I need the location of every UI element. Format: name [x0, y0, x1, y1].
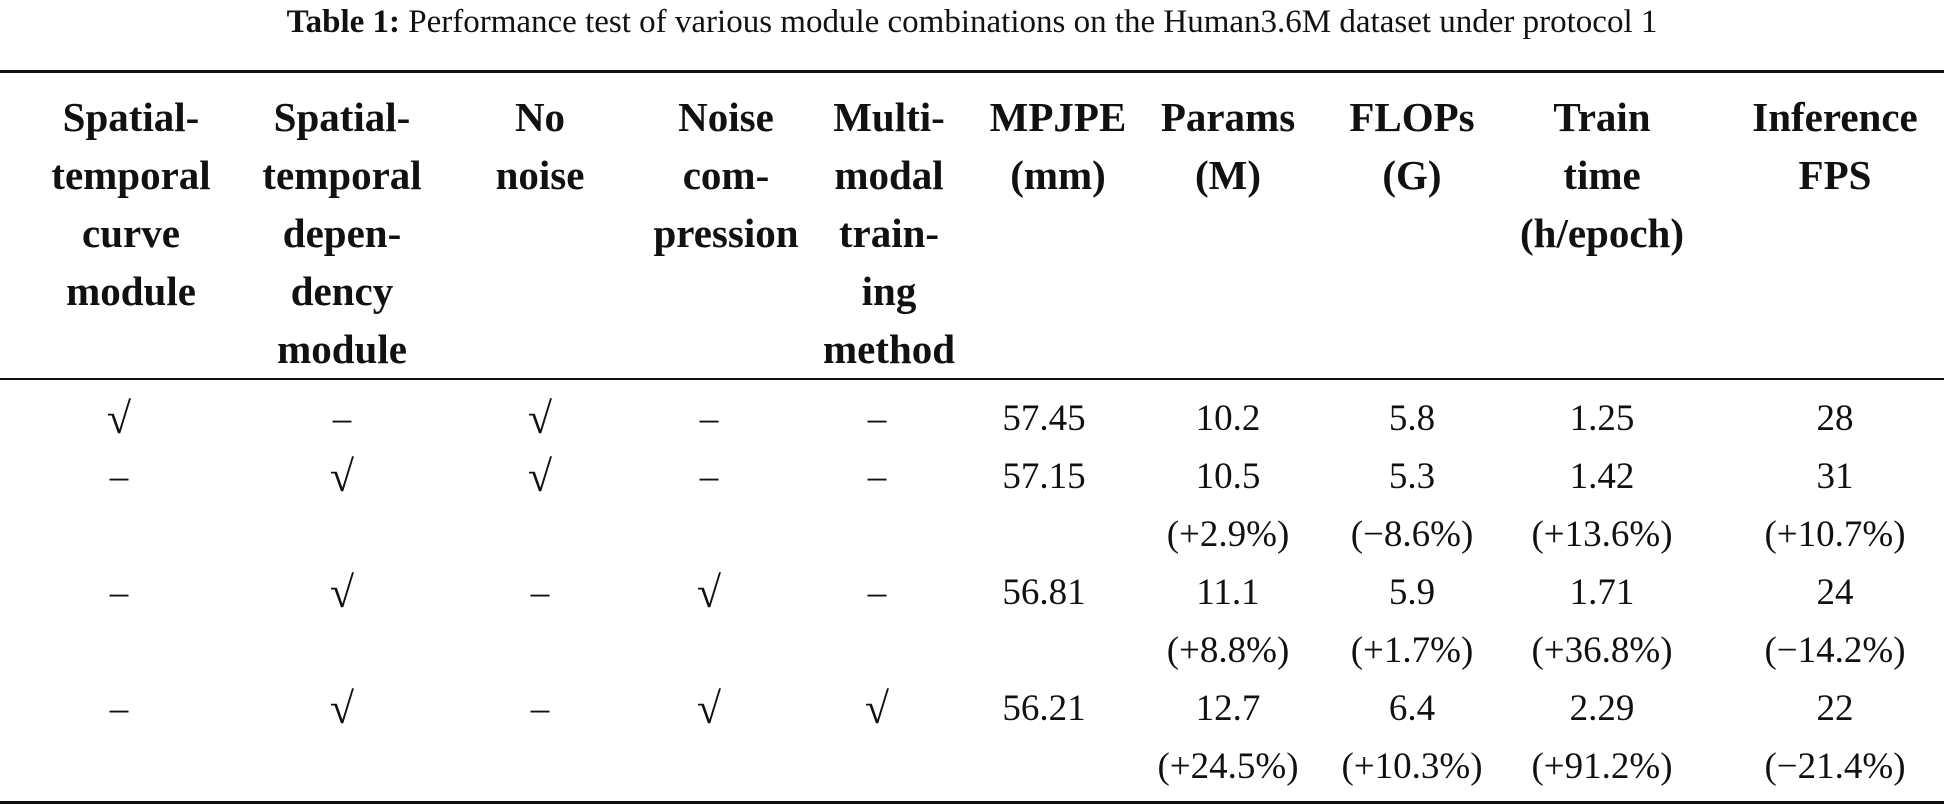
row4-noise-compression-check-icon: √ [696, 684, 722, 733]
row2-train-time-change: (+13.6%) [1531, 514, 1673, 555]
header-train-time: Train time (h/epoch) [1520, 94, 1684, 256]
row1-flops: 5.8 [1388, 398, 1436, 439]
table-header-rule [0, 378, 1944, 380]
row3-noise-compression-check-icon: √ [696, 568, 722, 617]
row3-params: 11.1 [1196, 572, 1260, 613]
row4-params-change: (+24.5%) [1157, 746, 1299, 787]
header-no-noise: No noise [495, 94, 585, 198]
row1-no-noise-check-icon: √ [527, 394, 553, 443]
row4-spatial-temporal-dependency-check-icon: √ [329, 684, 355, 733]
header-mpjpe: MPJPE (mm) [989, 94, 1127, 198]
caption-label: Table 1: [286, 4, 400, 40]
caption-text: Performance test of various module combi… [408, 4, 1658, 40]
row1-spatial-temporal-curve-check-icon: √ [106, 394, 132, 443]
header-multimodal-training-method: Multi- modal train- ing method [822, 94, 956, 372]
row4-inference-fps: 22 [1816, 688, 1854, 729]
row2-no-noise-check-icon: √ [527, 452, 553, 501]
row2-train-time: 1.42 [1569, 456, 1635, 497]
table-caption: Table 1: Performance test of various mod… [0, 2, 1944, 42]
row1-mpjpe: 57.45 [1002, 398, 1086, 439]
row1-noise-compression: – [699, 398, 719, 439]
table-header: Spatial- temporal curve module Spatial- … [0, 73, 1944, 378]
row3-train-time-change: (+36.8%) [1531, 630, 1673, 671]
row2-flops-change: (−8.6%) [1350, 514, 1474, 555]
row2-inference-fps-change: (+10.7%) [1764, 514, 1906, 555]
row3-no-noise: – [530, 572, 550, 613]
row2-inference-fps: 31 [1816, 456, 1854, 497]
table-body: √ – √ – – 57.45 10.2 5.8 1.25 28 – √ √ –… [0, 380, 1944, 801]
header-spatial-temporal-curve-module: Spatial- temporal curve module [51, 94, 211, 314]
row2-noise-compression: – [699, 456, 719, 497]
row3-multimodal-training: – [867, 572, 887, 613]
row3-mpjpe: 56.81 [1002, 572, 1086, 613]
row3-spatial-temporal-dependency-check-icon: √ [329, 568, 355, 617]
row3-flops-change: (+1.7%) [1350, 630, 1474, 671]
row3-train-time: 1.71 [1569, 572, 1635, 613]
row4-flops: 6.4 [1388, 688, 1436, 729]
header-inference-fps: Inference FPS [1752, 94, 1918, 198]
row2-params: 10.5 [1195, 456, 1261, 497]
row2-multimodal-training: – [867, 456, 887, 497]
row2-spatial-temporal-curve: – [109, 456, 129, 497]
table-bottom-rule [0, 801, 1944, 804]
row2-flops: 5.3 [1388, 456, 1436, 497]
header-spatial-temporal-dependency-module: Spatial- temporal depen- dency module [262, 94, 422, 372]
row4-multimodal-training-check-icon: √ [864, 684, 890, 733]
header-params: Params (M) [1160, 94, 1296, 198]
row4-mpjpe: 56.21 [1002, 688, 1086, 729]
row1-params: 10.2 [1195, 398, 1261, 439]
row1-train-time: 1.25 [1569, 398, 1635, 439]
row4-no-noise: – [530, 688, 550, 729]
row1-inference-fps: 28 [1816, 398, 1854, 439]
row2-mpjpe: 57.15 [1002, 456, 1086, 497]
row3-inference-fps-change: (−14.2%) [1764, 630, 1906, 671]
row4-train-time: 2.29 [1569, 688, 1635, 729]
row2-spatial-temporal-dependency-check-icon: √ [329, 452, 355, 501]
row3-spatial-temporal-curve: – [109, 572, 129, 613]
table-top-rule [0, 70, 1944, 73]
row4-train-time-change: (+91.2%) [1531, 746, 1673, 787]
row1-multimodal-training: – [867, 398, 887, 439]
row2-params-change: (+2.9%) [1166, 514, 1290, 555]
header-flops: FLOPs (G) [1349, 94, 1475, 198]
row3-inference-fps: 24 [1816, 572, 1854, 613]
header-noise-compression: Noise com- pression [653, 94, 799, 256]
row1-spatial-temporal-dependency: – [332, 398, 352, 439]
row4-params: 12.7 [1195, 688, 1261, 729]
row4-inference-fps-change: (−21.4%) [1764, 746, 1906, 787]
row3-params-change: (+8.8%) [1166, 630, 1290, 671]
row4-flops-change: (+10.3%) [1341, 746, 1483, 787]
row3-flops: 5.9 [1388, 572, 1436, 613]
row4-spatial-temporal-curve: – [109, 688, 129, 729]
